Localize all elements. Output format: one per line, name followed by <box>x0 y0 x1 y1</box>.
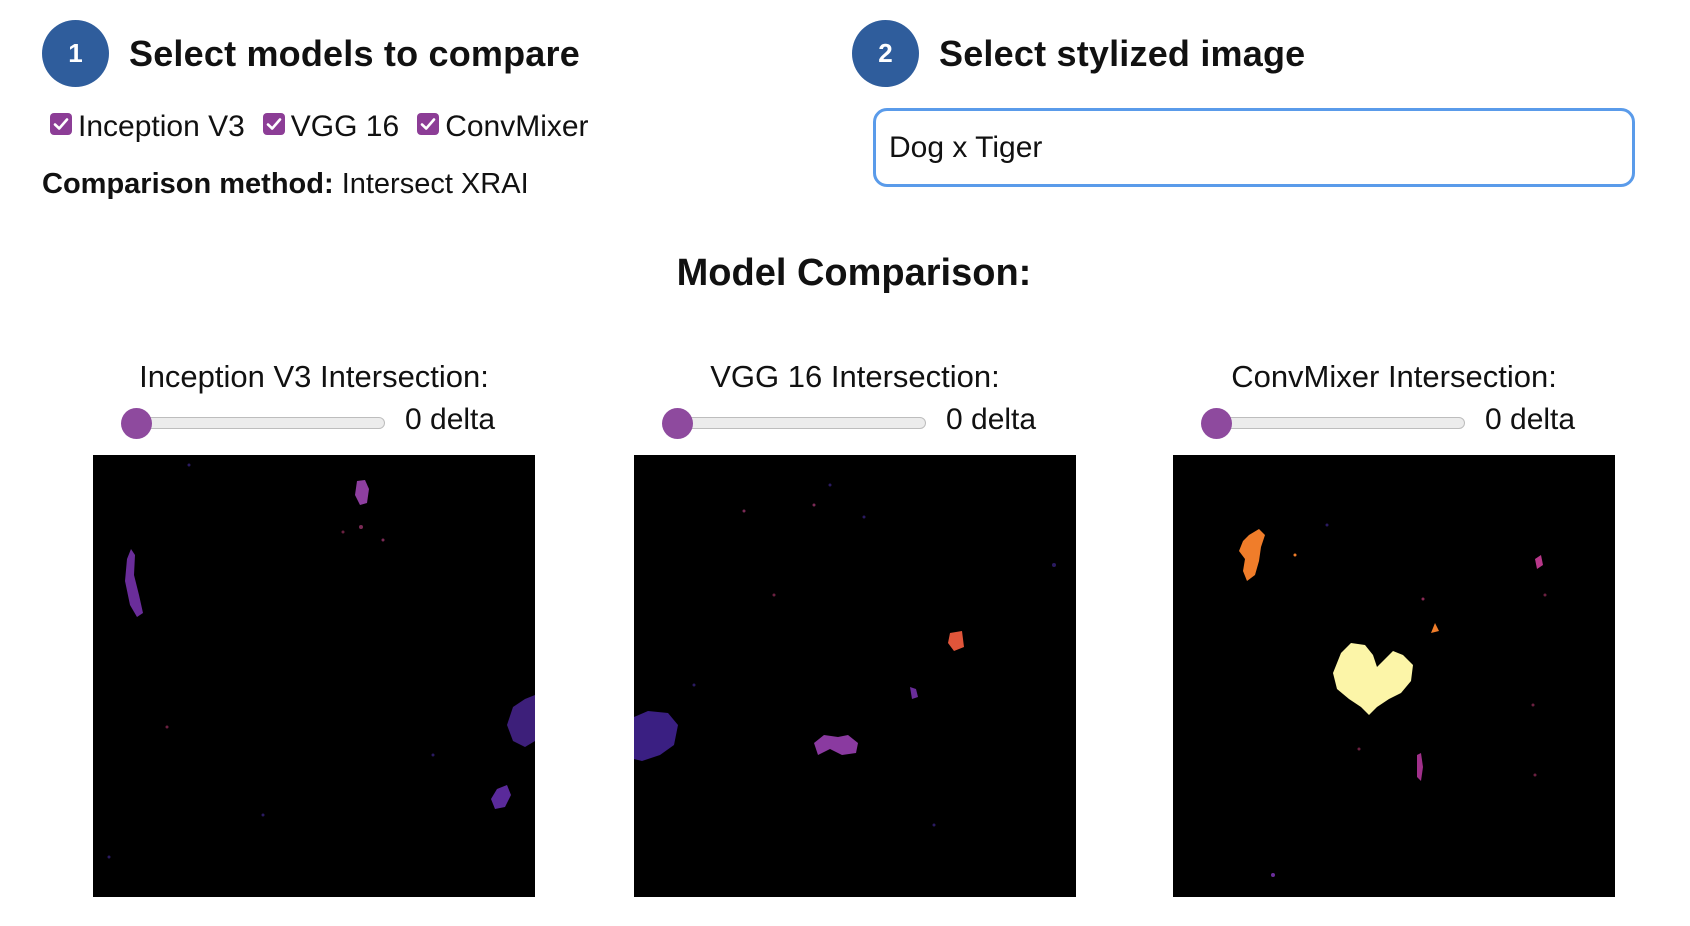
step-2-title: Select stylized image <box>939 32 1306 74</box>
attribution-map-inception-v3 <box>93 455 535 897</box>
delta-slider[interactable]: 0 delta <box>93 401 535 447</box>
panel-vgg-16: VGG 16 Intersection: 0 delta <box>634 357 1076 897</box>
attribution-map-convmixer <box>1173 455 1615 897</box>
step-1-header: 1 Select models to compare <box>42 20 580 87</box>
model-label: VGG 16 <box>290 110 400 143</box>
stylized-image-value: Dog x Tiger <box>889 130 1043 164</box>
slider-track[interactable] <box>1215 417 1465 429</box>
checkbox-checked-icon[interactable] <box>262 113 285 135</box>
heatmap-image <box>1173 455 1615 897</box>
model-checkbox-convmixer[interactable]: ConvMixer <box>417 110 589 144</box>
heatmap-image <box>93 455 535 897</box>
model-checkbox-vgg-16[interactable]: VGG 16 <box>262 110 400 144</box>
step-2-header: 2 Select stylized image <box>852 20 1305 87</box>
checkbox-checked-icon[interactable] <box>417 113 440 135</box>
step-1-badge: 1 <box>42 20 109 87</box>
stylized-image-select[interactable]: Dog x Tiger <box>873 108 1635 187</box>
comparison-method-label: Comparison method: <box>42 168 334 200</box>
delta-value: 0 delta <box>405 403 496 436</box>
slider-thumb[interactable] <box>1201 408 1232 439</box>
comparison-method-value: Intersect XRAI <box>341 168 529 200</box>
checkbox-checked-icon[interactable] <box>50 113 72 135</box>
delta-slider[interactable]: 0 delta <box>634 401 1076 447</box>
delta-slider[interactable]: 0 delta <box>1173 401 1615 447</box>
step-1-title: Select models to compare <box>129 32 580 74</box>
model-checkbox-group: Inception V3 VGG 16 ConvMixer <box>50 110 607 144</box>
slider-track[interactable] <box>135 417 385 429</box>
panel-convmixer: ConvMixer Intersection: 0 delta <box>1173 357 1615 897</box>
panel-title: Inception V3 Intersection: <box>139 359 489 394</box>
panel-inception-v3: Inception V3 Intersection: 0 delta <box>93 357 535 897</box>
delta-value: 0 delta <box>946 403 1037 436</box>
slider-thumb[interactable] <box>662 408 693 439</box>
heatmap-image <box>634 455 1076 897</box>
panel-title: ConvMixer Intersection: <box>1231 359 1557 394</box>
model-label: ConvMixer <box>445 110 589 143</box>
slider-thumb[interactable] <box>121 408 152 439</box>
model-checkbox-inception-v3[interactable]: Inception V3 <box>50 110 245 144</box>
slider-track[interactable] <box>676 417 926 429</box>
panel-title: VGG 16 Intersection: <box>710 359 1000 394</box>
model-comparison-title: Model Comparison: <box>676 252 1032 294</box>
model-label: Inception V3 <box>78 110 245 143</box>
delta-value: 0 delta <box>1485 403 1576 436</box>
comparison-method: Comparison method: Intersect XRAI <box>42 168 529 201</box>
attribution-map-vgg-16 <box>634 455 1076 897</box>
step-2-badge: 2 <box>852 20 919 87</box>
